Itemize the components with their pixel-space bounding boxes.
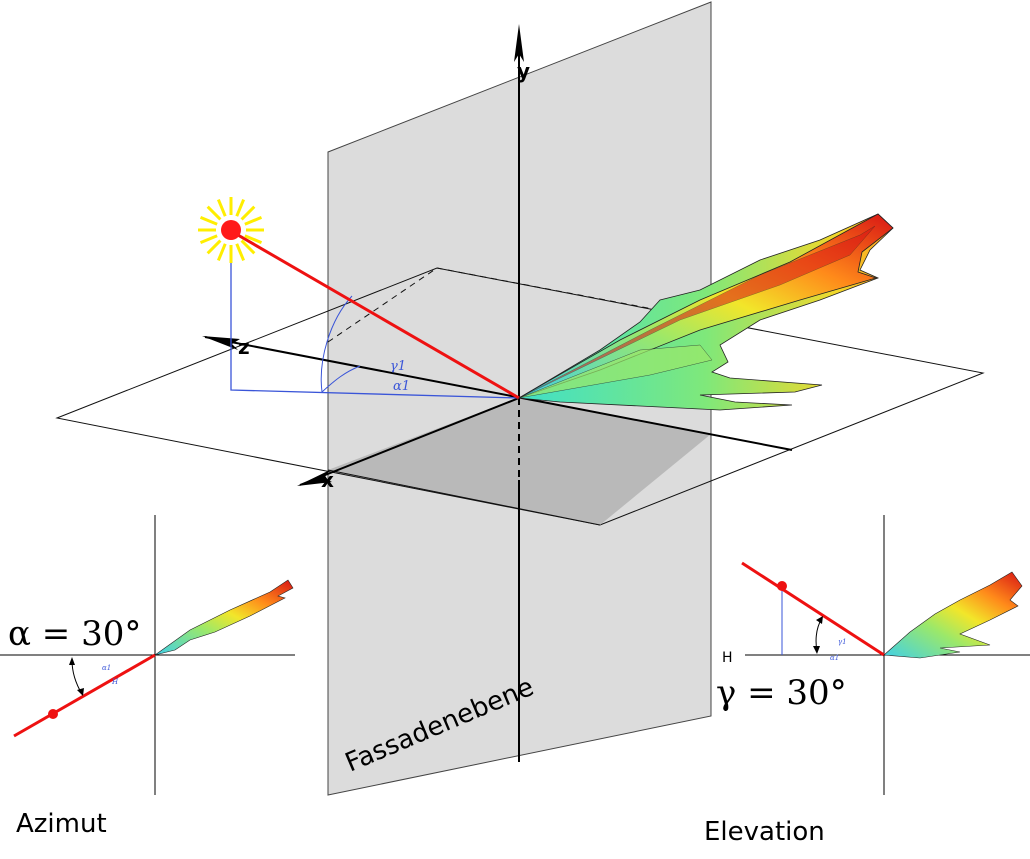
elevation-sun <box>777 581 787 591</box>
sun-ray-stroke <box>240 239 256 255</box>
elevation-alpha-tiny: α1 <box>830 654 839 662</box>
azimut-title: Azimut <box>16 809 107 839</box>
elevation-lobe <box>883 571 1023 659</box>
azimut-ray <box>13 653 156 738</box>
azimut-inset: α1 H <box>0 515 295 795</box>
sun-ray-stroke <box>240 205 256 221</box>
sun-ray-stroke <box>216 243 227 262</box>
sun-ray-stroke <box>235 243 246 262</box>
ground-front-edge <box>327 469 601 526</box>
sun-projection-lines <box>230 263 520 399</box>
sun-ray <box>230 229 520 400</box>
sun-ray-stroke <box>235 198 246 217</box>
elevation-equation: γ = 30° <box>716 673 847 713</box>
elevation-title: Elevation <box>704 817 825 847</box>
z-axis <box>204 336 793 451</box>
sun-ray-stroke <box>206 205 222 221</box>
sun-ray-stroke <box>244 234 263 245</box>
x-axis <box>299 397 520 486</box>
y-axis-label: y <box>517 59 530 83</box>
y-axis-arrow <box>514 24 524 62</box>
elevation-ray <box>741 561 885 657</box>
sun-ray-stroke <box>199 215 218 226</box>
azimut-arc <box>71 659 83 695</box>
azimut-alpha-tiny: α1 <box>102 664 111 672</box>
alpha-label: α1 <box>393 379 410 394</box>
x-axis-arrow <box>297 470 332 486</box>
x-axis-label: x <box>321 468 334 492</box>
azimut-lobe <box>154 579 294 656</box>
horizon-label: H <box>722 650 733 666</box>
sun-ray-stroke <box>199 234 218 245</box>
elevation-inset: γ1 α1 <box>741 515 1030 795</box>
reflection-lobe <box>517 213 894 411</box>
sun-ray-stroke <box>244 215 263 226</box>
azimut-h-tiny: H <box>111 678 119 686</box>
gamma-label: γ1 <box>390 359 406 374</box>
sun-icon <box>198 197 264 263</box>
azimut-equation: α = 30° <box>8 614 141 654</box>
z-axis-label: z <box>238 335 250 359</box>
gamma-arc <box>320 295 353 393</box>
azimut-sun <box>48 709 58 719</box>
sun-ray-stroke <box>206 239 222 255</box>
elevation-gamma-tiny: γ1 <box>838 638 847 646</box>
ground-plane <box>55 267 985 526</box>
alpha-arc <box>321 365 361 393</box>
sun-ray-stroke <box>216 198 227 217</box>
